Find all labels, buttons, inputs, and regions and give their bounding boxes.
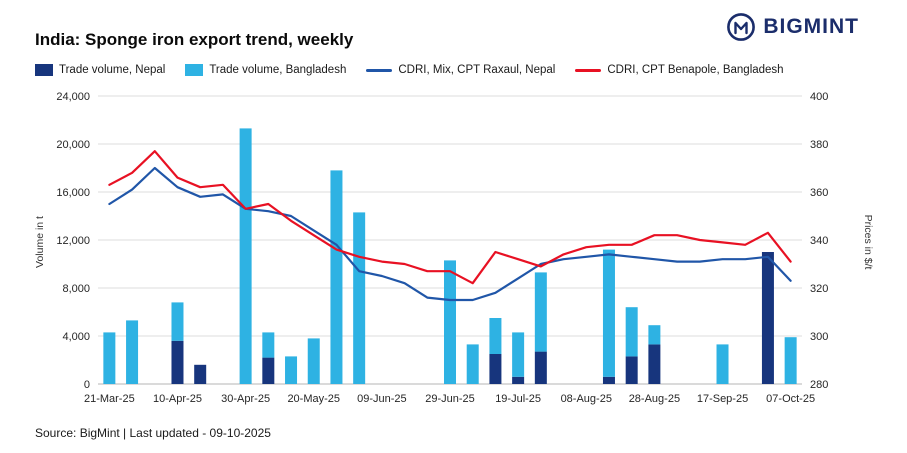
source-note: Source: BigMint | Last updated - 09-10-2… — [35, 426, 271, 440]
svg-text:20-May-25: 20-May-25 — [287, 393, 340, 405]
legend-item-volume-bangladesh: Trade volume, Bangladesh — [185, 64, 346, 76]
svg-text:19-Jul-25: 19-Jul-25 — [495, 393, 541, 405]
svg-text:07-Oct-25: 07-Oct-25 — [766, 393, 815, 405]
svg-text:8,000: 8,000 — [62, 283, 90, 295]
svg-text:08-Aug-25: 08-Aug-25 — [561, 393, 612, 405]
chart-area: Volume in t 24,000 400 20,000 380 16,000 360 1… — [24, 86, 886, 422]
svg-text:400: 400 — [810, 91, 828, 103]
svg-text:21-Mar-25: 21-Mar-25 — [84, 393, 135, 405]
svg-text:340: 340 — [810, 235, 828, 247]
svg-text:28-Aug-25: 28-Aug-25 — [629, 393, 680, 405]
svg-text:360: 360 — [810, 187, 828, 199]
legend-item-cdri-nepal: CDRI, Mix, CPT Raxaul, Nepal — [366, 64, 555, 76]
legend-swatch-line-bangladesh — [575, 68, 602, 72]
svg-text:12,000: 12,000 — [56, 235, 90, 247]
svg-text:0: 0 — [84, 379, 90, 391]
legend-item-cdri-bangladesh: CDRI, CPT Benapole, Bangladesh — [575, 64, 784, 76]
legend-label: Trade volume, Bangladesh — [209, 64, 347, 76]
svg-text:30-Apr-25: 30-Apr-25 — [221, 393, 270, 405]
svg-text:10-Apr-25: 10-Apr-25 — [153, 393, 202, 405]
chart-legend: Trade volume, Nepal Trade volume, Bangla… — [35, 64, 784, 76]
svg-text:380: 380 — [810, 139, 828, 151]
bigmint-logo-text: BIGMINT — [763, 15, 859, 38]
legend-item-volume-nepal: Trade volume, Nepal — [35, 64, 165, 76]
legend-swatch-line-nepal — [366, 68, 393, 72]
svg-text:09-Jun-25: 09-Jun-25 — [357, 393, 407, 405]
svg-text:20,000: 20,000 — [56, 139, 90, 151]
legend-swatch-bar-bangladesh — [185, 64, 204, 76]
legend-label: Trade volume, Nepal — [59, 64, 166, 76]
svg-text:17-Sep-25: 17-Sep-25 — [697, 393, 748, 405]
bigmint-logo: BIGMINT — [726, 12, 859, 42]
svg-text:300: 300 — [810, 331, 828, 343]
legend-label: CDRI, Mix, CPT Raxaul, Nepal — [398, 64, 556, 76]
bigmint-logo-icon — [727, 13, 756, 41]
svg-text:29-Jun-25: 29-Jun-25 — [425, 393, 475, 405]
svg-text:320: 320 — [810, 283, 828, 295]
svg-text:16,000: 16,000 — [56, 187, 90, 199]
svg-text:24,000: 24,000 — [56, 91, 90, 103]
right-axis-title: Prices in $/t — [862, 214, 874, 270]
svg-text:4,000: 4,000 — [62, 331, 90, 343]
legend-label: CDRI, CPT Benapole, Bangladesh — [607, 64, 784, 76]
svg-text:280: 280 — [810, 379, 828, 391]
page-title: India: Sponge iron export trend, weekly — [35, 30, 354, 49]
combo-chart: 24,000 400 20,000 380 16,000 360 12,000 340 8,00… — [56, 91, 828, 405]
legend-swatch-bar-nepal — [35, 64, 53, 76]
